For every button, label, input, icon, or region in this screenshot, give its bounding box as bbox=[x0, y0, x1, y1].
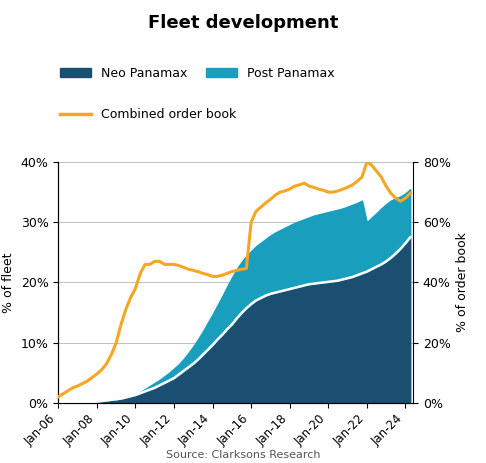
Legend: Neo Panamax, Post Panamax: Neo Panamax, Post Panamax bbox=[55, 62, 340, 85]
Legend: Combined order book: Combined order book bbox=[55, 103, 242, 126]
Y-axis label: % of fleet: % of fleet bbox=[2, 252, 15, 313]
Text: Fleet development: Fleet development bbox=[148, 14, 338, 32]
Y-axis label: % of order book: % of order book bbox=[456, 232, 469, 332]
Text: Source: Clarksons Research: Source: Clarksons Research bbox=[166, 450, 320, 460]
